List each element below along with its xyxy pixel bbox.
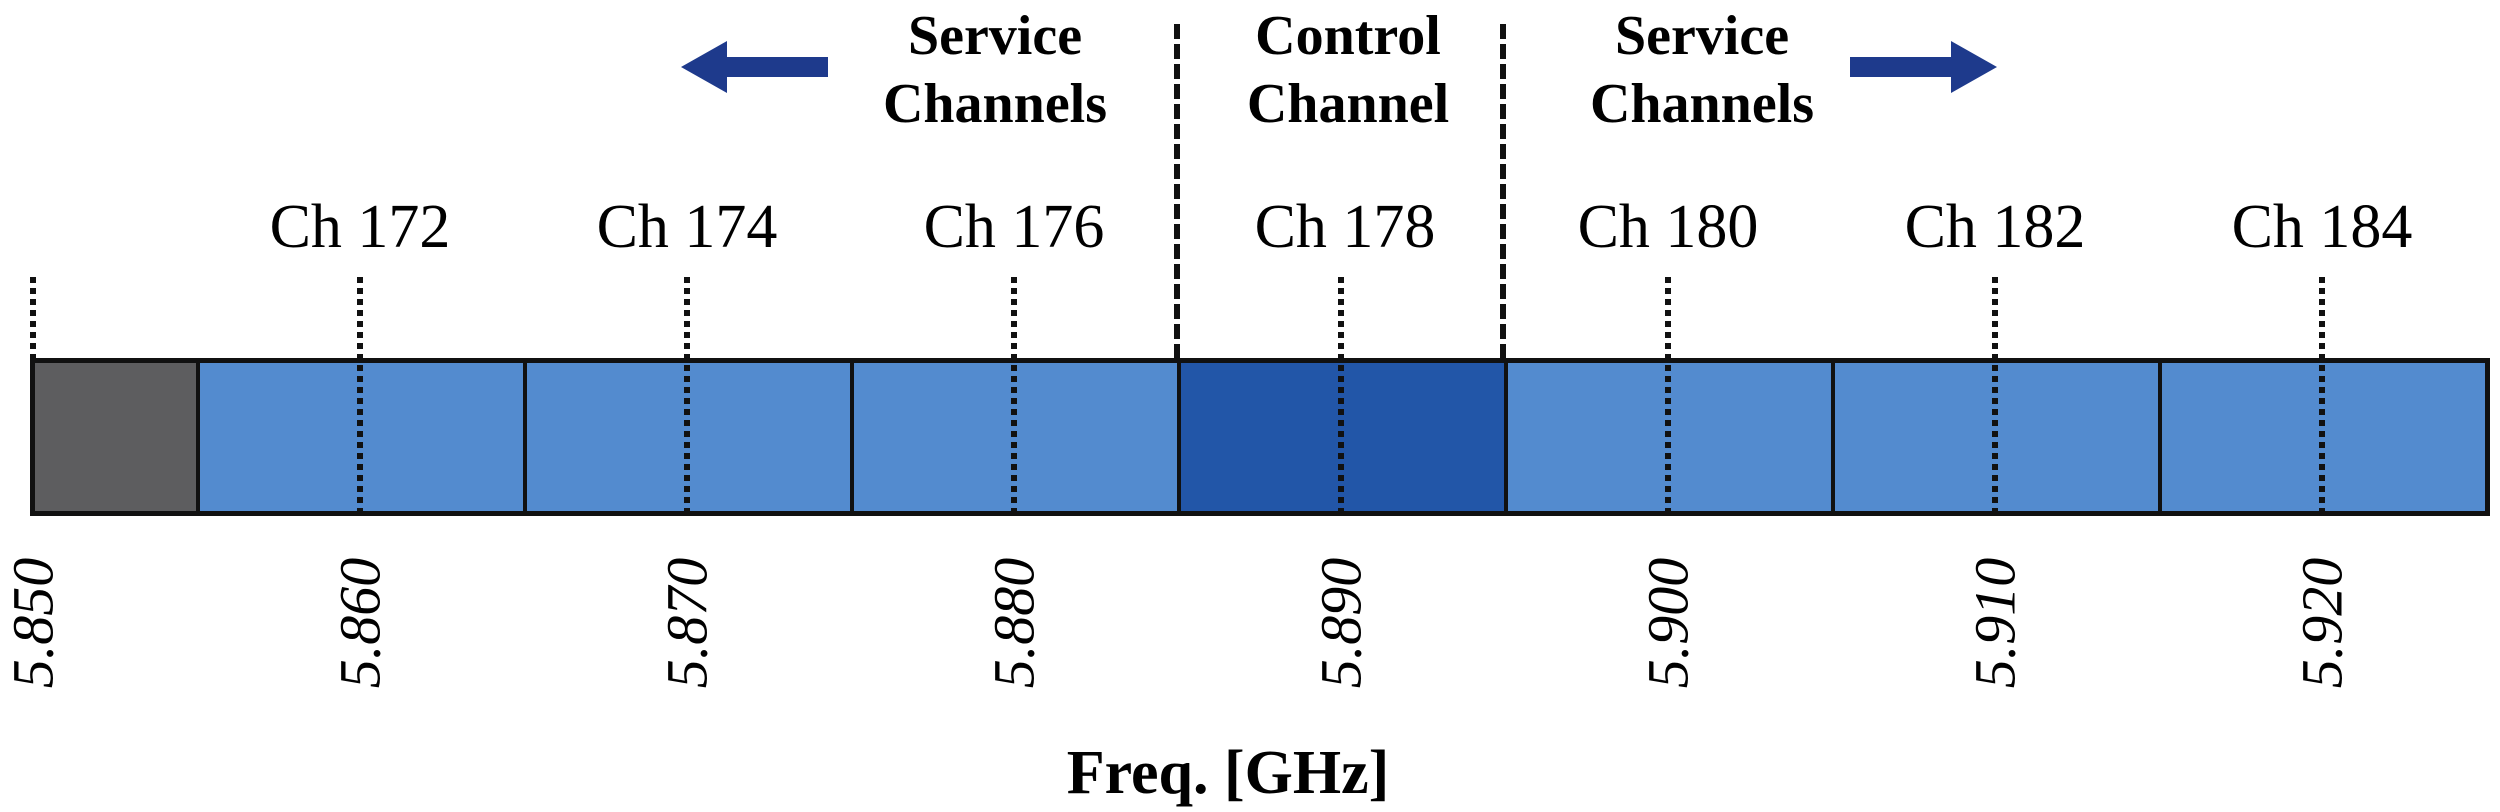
control-channel-label: Control Channel (1247, 2, 1449, 138)
freq-tick-5920: 5.920 (2289, 557, 2355, 689)
freq-tick-5910: 5.910 (1962, 557, 2028, 689)
left-arrow-icon (681, 41, 828, 93)
tick-line-5920 (2319, 277, 2325, 515)
tick-line-5860 (357, 277, 363, 515)
segment-guard-band (35, 363, 197, 511)
channel-label-180: Ch 180 (1577, 193, 1759, 261)
tick-line-5850 (30, 277, 36, 360)
control-line1: Control (1255, 5, 1441, 67)
left-service-line1: Service (907, 5, 1083, 67)
channel-label-178: Ch 178 (1254, 193, 1436, 261)
freq-tick-5900: 5.900 (1635, 557, 1701, 689)
freq-tick-5890: 5.890 (1308, 557, 1374, 689)
tick-line-5890 (1338, 277, 1344, 515)
tick-line-5880 (1011, 277, 1017, 515)
tick-line-5910 (1992, 277, 1998, 515)
axis-label: Freq. [GHz] (1066, 739, 1390, 807)
spectrum-band-bar (30, 358, 2490, 516)
right-arrow-icon (1850, 41, 1997, 93)
left-service-channels-label: Service Channels (883, 2, 1107, 138)
channel-label-174: Ch 174 (596, 193, 778, 261)
freq-tick-5880: 5.880 (981, 557, 1047, 689)
channel-label-182: Ch 182 (1904, 193, 2086, 261)
right-service-line1: Service (1614, 5, 1790, 67)
left-service-line2: Channels (882, 73, 1108, 135)
control-boundary-line-left (1174, 24, 1180, 360)
channel-label-172: Ch 172 (269, 193, 451, 261)
channel-label-184: Ch 184 (2231, 193, 2413, 261)
control-boundary-line-right (1500, 24, 1506, 360)
freq-tick-5850: 5.850 (0, 557, 66, 689)
freq-tick-5870: 5.870 (654, 557, 720, 689)
channel-label-176: Ch 176 (923, 193, 1105, 261)
control-line2: Channel (1246, 73, 1450, 135)
tick-line-5870 (684, 277, 690, 515)
right-service-line2: Channels (1589, 73, 1815, 135)
tick-line-5900 (1665, 277, 1671, 515)
freq-tick-5860: 5.860 (327, 557, 393, 689)
right-service-channels-label: Service Channels (1590, 2, 1814, 138)
